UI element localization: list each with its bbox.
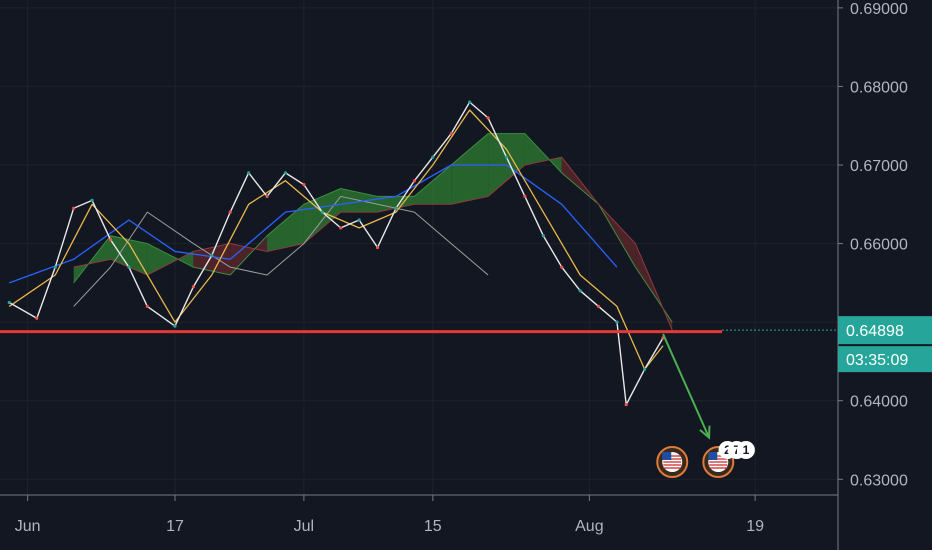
- price-point: [173, 324, 177, 328]
- senkou-span-b-line: [73, 156, 673, 331]
- price-point: [486, 116, 490, 120]
- price-point: [247, 171, 251, 175]
- forecast-arrow: [662, 333, 711, 440]
- current-price-tag: 0.64898 03:35:09: [838, 316, 932, 373]
- y-tick-label: 0.69000: [850, 1, 908, 18]
- price-point: [560, 265, 564, 269]
- price-point: [523, 194, 527, 199]
- current-price-tag: [838, 316, 932, 345]
- price-and-indicator-lines: [7, 100, 665, 407]
- tenkan-sen-line: [8, 109, 664, 370]
- event-count-label: 1: [743, 443, 750, 457]
- price-point: [72, 206, 76, 210]
- price-point: [431, 155, 435, 159]
- ichimoku-cloud: [73, 133, 673, 331]
- cloud-segment-bearish: [193, 243, 231, 275]
- x-tick-label: 17: [166, 518, 184, 535]
- price-point: [357, 218, 361, 222]
- price-point: [35, 316, 39, 320]
- price-point: [578, 289, 582, 293]
- price-point: [412, 179, 416, 183]
- price-point: [108, 238, 113, 242]
- price-point: [596, 304, 601, 309]
- cloud-segment-bullish: [414, 165, 452, 205]
- price-point: [90, 198, 94, 202]
- price-point: [283, 171, 288, 175]
- price-point: [53, 265, 57, 269]
- support-line: [0, 329, 838, 334]
- x-tick-label: Jun: [15, 518, 41, 535]
- y-tick-label: 0.64000: [850, 394, 908, 411]
- price-point: [624, 403, 628, 407]
- price-point: [302, 183, 306, 187]
- price-point: [265, 194, 269, 199]
- forecast-arrow-head: [699, 425, 711, 440]
- price-line: [8, 101, 664, 406]
- price-point: [615, 320, 619, 324]
- price-point: [504, 155, 509, 159]
- current-price-value: 0.64898: [846, 323, 904, 340]
- grid-lines: [0, 0, 838, 495]
- x-tick-label: Jul: [294, 518, 314, 535]
- event-count-label: 7: [733, 443, 740, 457]
- price-point: [210, 253, 214, 257]
- price-point: [643, 367, 647, 371]
- price-point: [320, 210, 324, 214]
- x-tick-label: Aug: [575, 518, 603, 535]
- y-tick-label: 0.63000: [850, 472, 908, 489]
- kijun-sen-line: [8, 164, 618, 284]
- x-tick-label: 15: [424, 518, 442, 535]
- event-count-badge[interactable]: [736, 441, 755, 459]
- price-point: [339, 226, 343, 230]
- bar-countdown-timer: 03:35:09: [846, 352, 908, 369]
- forecast-arrow-shaft: [662, 333, 710, 439]
- cloud-segment-bullish: [110, 235, 148, 275]
- cloud-segment-bullish: [147, 243, 194, 275]
- price-point: [228, 210, 232, 214]
- price-point: [7, 300, 11, 305]
- price-point: [145, 304, 149, 309]
- cloud-segment-bullish: [267, 204, 304, 252]
- price-point: [394, 206, 398, 210]
- price-point: [127, 265, 131, 269]
- y-tick-label: 0.67000: [850, 158, 908, 175]
- price-point: [541, 234, 545, 238]
- cloud-segment-bullish: [451, 133, 489, 205]
- event-count-label: 2: [724, 443, 731, 457]
- price-point: [449, 131, 453, 136]
- price-point: [375, 245, 380, 250]
- cloud-segment-bullish: [303, 188, 341, 244]
- y-tick-label: 0.68000: [850, 79, 908, 96]
- flag-canton: [662, 452, 672, 460]
- price-point: [468, 100, 472, 104]
- flag-canton: [708, 452, 718, 460]
- price-point: [191, 285, 195, 289]
- countdown-tag: [838, 346, 932, 373]
- cloud-segment-bullish: [524, 133, 562, 173]
- x-tick-label: 19: [746, 518, 764, 535]
- chikou-span-line: [73, 195, 489, 307]
- axes: Jun 17 Jul 15 Aug 19 0.69000 0.68000 0.67000 0.66…: [0, 0, 908, 550]
- y-tick-label: 0.66000: [850, 237, 908, 254]
